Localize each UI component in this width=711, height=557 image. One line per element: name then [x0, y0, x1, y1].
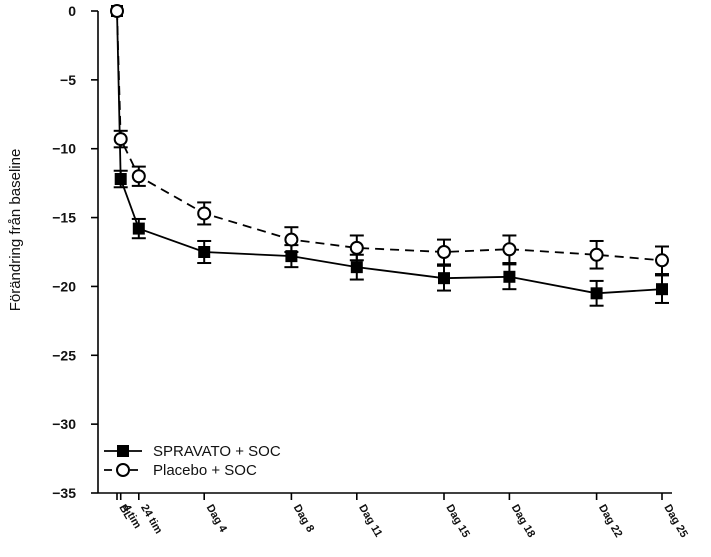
legend: SPRAVATO + SOC Placebo + SOC [104, 443, 281, 479]
y-tick-label: −20 [52, 278, 76, 294]
axes [97, 11, 672, 494]
data-point [655, 253, 669, 268]
y-tick-label: −25 [52, 347, 76, 363]
data-point [131, 169, 146, 184]
data-point [113, 132, 128, 147]
x-tick-label: 24 tim [138, 503, 164, 537]
x-tick-label: Dag 15 [443, 503, 471, 540]
legend-marker [116, 463, 130, 477]
y-tick-label: −35 [52, 485, 76, 501]
data-point [503, 270, 516, 283]
legend-marker [117, 445, 129, 457]
data-point [502, 242, 517, 257]
series-layer [110, 4, 669, 307]
data-point [110, 4, 124, 18]
x-tick-label: Dag 4 [204, 503, 230, 536]
data-point [114, 173, 127, 186]
data-point [438, 272, 450, 285]
series-spravato [111, 5, 669, 307]
data-point [285, 250, 298, 263]
legend-label: SPRAVATO + SOC [153, 443, 281, 460]
data-point [350, 261, 363, 274]
series-line [116, 10, 663, 262]
x-tick-label: Dag 11 [356, 503, 384, 540]
data-point [349, 240, 364, 255]
y-tick-label: −15 [52, 210, 76, 226]
x-tick-label: Dag 8 [291, 503, 316, 535]
series-line [116, 10, 663, 295]
y-tick-label: 0 [68, 3, 76, 19]
data-point [589, 247, 604, 262]
x-tick-label: Dag 25 [661, 503, 689, 540]
data-point [284, 232, 299, 247]
y-tick-label: −5 [60, 72, 76, 88]
data-point [132, 222, 145, 235]
x-tick-label: Dag 22 [596, 503, 624, 540]
series-placebo [110, 4, 669, 276]
legend-item: Placebo + SOC [104, 462, 257, 479]
y-ticks: 0 −5 −10 −15 −20 −25 −30 −35 [52, 3, 98, 501]
data-point [197, 206, 212, 221]
data-point [590, 287, 603, 300]
data-point [198, 246, 211, 258]
data-point [437, 245, 451, 259]
y-tick-label: −30 [52, 416, 76, 432]
legend-label: Placebo + SOC [153, 462, 257, 479]
x-tick-label: Dag 18 [509, 503, 537, 540]
y-axis-label: Förändring från baseline [7, 149, 24, 312]
y-tick-label: −10 [52, 141, 76, 157]
data-point [656, 283, 668, 296]
legend-item: SPRAVATO + SOC [104, 443, 281, 460]
